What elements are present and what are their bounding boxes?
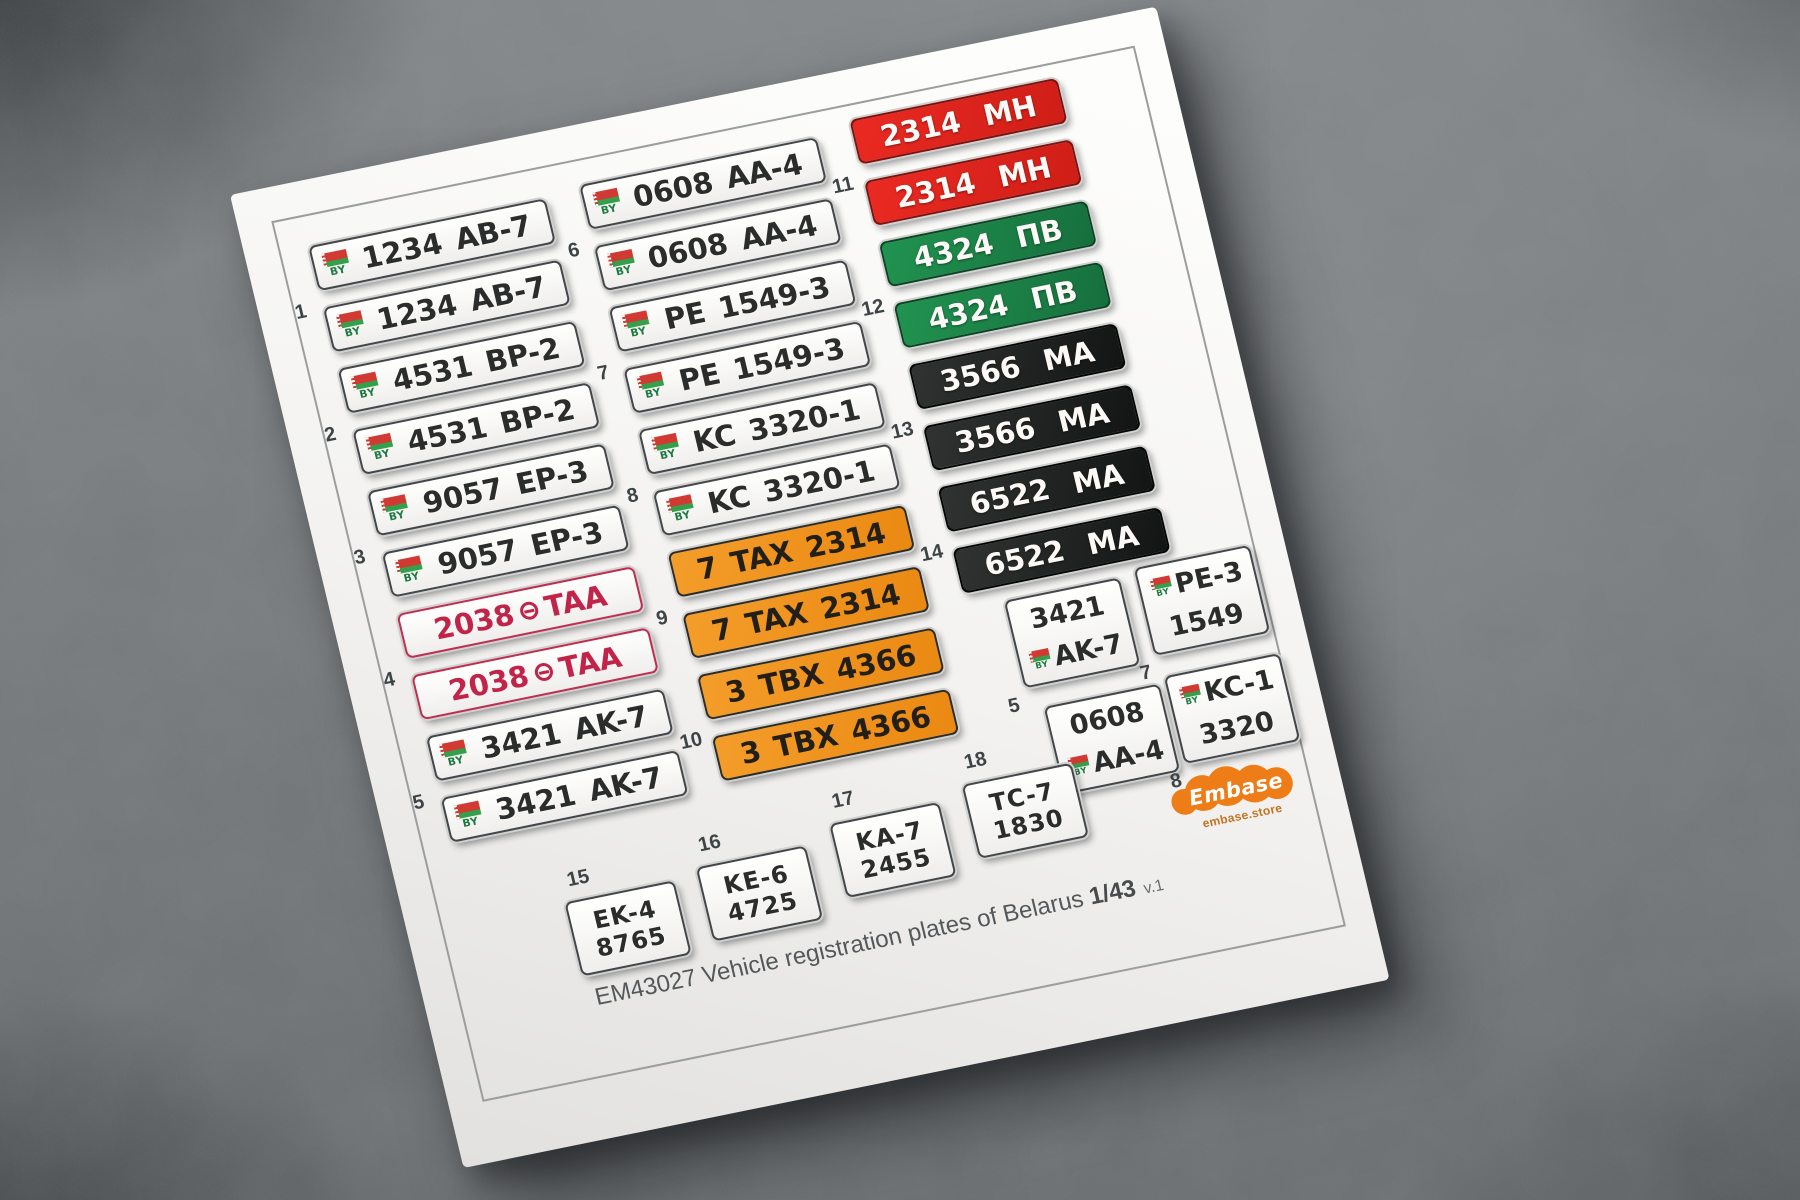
belarus-flag-icon: BY xyxy=(621,310,653,340)
belarus-flag-icon: BY xyxy=(651,432,682,463)
belarus-flag-icon: BY xyxy=(636,371,667,402)
belarus-flag-icon: BY xyxy=(606,249,638,279)
belarus-flag-icon: BY xyxy=(365,432,396,463)
belarus-flag-icon: BY xyxy=(1149,575,1175,599)
belarus-flag-icon: BY xyxy=(394,555,426,585)
belarus-flag-icon: BY xyxy=(380,494,411,524)
customs-emblem-icon xyxy=(533,661,555,683)
belarus-flag-icon: BY xyxy=(1028,647,1054,672)
version-label: v.1 xyxy=(1141,876,1166,898)
belarus-flag-icon: BY xyxy=(665,494,697,524)
belarus-flag-icon: BY xyxy=(1178,683,1204,708)
belarus-flag-icon: BY xyxy=(438,739,470,769)
customs-emblem-icon xyxy=(518,600,541,622)
belarus-flag-icon: BY xyxy=(453,800,485,831)
belarus-flag-icon: BY xyxy=(321,249,352,279)
belarus-flag-icon: BY xyxy=(350,371,382,402)
belarus-flag-icon: BY xyxy=(592,187,623,218)
belarus-flag-icon: BY xyxy=(335,310,367,340)
